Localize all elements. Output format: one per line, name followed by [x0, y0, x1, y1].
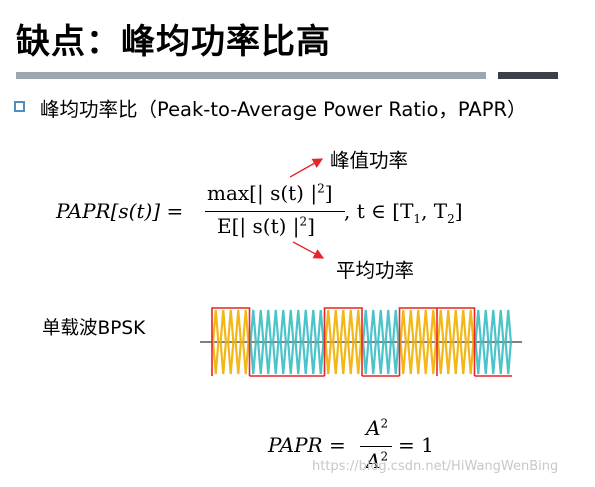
- formula1-condition: , t ∈ [T1, T2]: [344, 199, 463, 226]
- bpsk-symbol: [437, 309, 475, 375]
- title-underline: [16, 72, 486, 79]
- bpsk-symbol: [212, 309, 250, 375]
- formula2-fraction-bar: [360, 446, 392, 447]
- watermark: https://blog.csdn.net/HiWangWenBing: [312, 459, 559, 474]
- formula2-numerator: A2: [366, 416, 389, 440]
- bpsk-waveform: [200, 307, 522, 377]
- average-arrow: [292, 241, 325, 259]
- bullet-text: 峰均功率比（Peak-to-Average Power Ratio，PAPR）: [40, 98, 527, 121]
- bpsk-symbol: [474, 309, 512, 375]
- average-power-label: 平均功率: [336, 259, 415, 282]
- title-underline-accent: [498, 72, 558, 79]
- slide-title: 缺点：峰均功率比高: [16, 22, 331, 62]
- formula1-fraction-bar: [205, 211, 345, 212]
- formula1-lhs: PAPR[s(t)] =: [56, 199, 184, 223]
- formula1-numerator: max[| s(t) |2]: [207, 181, 333, 205]
- bpsk-symbol: [362, 309, 400, 375]
- formula2-denominator: A2: [366, 449, 389, 473]
- bit-envelope: [211, 307, 512, 377]
- bpsk-symbol: [324, 309, 362, 375]
- bpsk-symbol: [249, 309, 287, 375]
- formula2-rhs: = 1: [398, 433, 434, 457]
- formula2-lhs: PAPR =: [268, 433, 346, 457]
- bpsk-label: 单载波BPSK: [42, 318, 146, 339]
- bpsk-symbol: [399, 309, 437, 375]
- peak-power-label: 峰值功率: [330, 149, 409, 172]
- formula1-denominator: E[| s(t) |2]: [217, 214, 315, 238]
- peak-arrow: [289, 158, 324, 178]
- bpsk-symbol: [287, 309, 325, 375]
- bullet-square-icon: [14, 101, 25, 112]
